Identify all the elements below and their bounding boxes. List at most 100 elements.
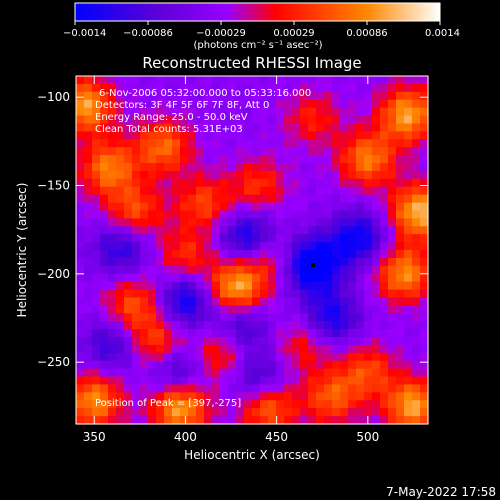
- heatmap-cell: [268, 210, 277, 219]
- heatmap-cell: [332, 257, 341, 267]
- heatmap-cell: [116, 83, 125, 93]
- heatmap-cell: [124, 234, 133, 243]
- heatmap-cell: [148, 83, 157, 93]
- heatmap-cell: [164, 163, 173, 172]
- heatmap-cell: [116, 147, 125, 156]
- heatmap-cell: [284, 170, 293, 180]
- heatmap-cell: [172, 226, 181, 235]
- heatmap-cell: [180, 250, 189, 259]
- heatmap-cell: [92, 329, 101, 338]
- heatmap-cell: [84, 178, 93, 188]
- heatmap-cell: [148, 210, 157, 219]
- heatmap-cell: [260, 139, 269, 148]
- heatmap-cell: [364, 337, 373, 346]
- heatmap-cell: [348, 329, 357, 338]
- heatmap-cell: [228, 194, 237, 204]
- heatmap-cell: [396, 250, 405, 259]
- heatmap-cell: [332, 250, 341, 259]
- heatmap-cell: [148, 250, 157, 259]
- heatmap-cell: [156, 392, 165, 401]
- heatmap-cell: [220, 400, 229, 409]
- heatmap-cell: [340, 281, 349, 291]
- heatmap-cell: [380, 305, 389, 314]
- heatmap-cell: [188, 234, 197, 243]
- heatmap-cell: [228, 376, 237, 386]
- heatmap-cell: [84, 313, 93, 322]
- heatmap-cell: [204, 242, 213, 251]
- heatmap-cell: [316, 265, 325, 275]
- heatmap-cell: [84, 186, 93, 196]
- heatmap-cell: [212, 218, 221, 227]
- heatmap-cell: [116, 281, 125, 291]
- heatmap-cell: [92, 321, 101, 330]
- heatmap-cell: [236, 321, 245, 330]
- heatmap-cell: [156, 202, 165, 212]
- heatmap-cell: [252, 250, 261, 259]
- heatmap-cell: [236, 257, 245, 267]
- heatmap-cell: [148, 416, 157, 425]
- heatmap-cell: [100, 210, 109, 219]
- heatmap-cell: [92, 297, 101, 306]
- heatmap-cell: [324, 305, 333, 314]
- heatmap-cell: [116, 131, 125, 140]
- heatmap-cell: [252, 107, 261, 117]
- heatmap-cell: [172, 163, 181, 172]
- heatmap-cell: [412, 155, 421, 164]
- heatmap-cell: [188, 99, 197, 109]
- heatmap-cell: [252, 76, 261, 85]
- chart-title: Reconstructed RHESSI Image: [142, 54, 361, 72]
- heatmap-cell: [188, 107, 197, 117]
- heatmap-cell: [132, 218, 141, 227]
- heatmap-cell: [196, 368, 205, 378]
- heatmap-cell: [148, 408, 157, 417]
- heatmap-cell: [252, 273, 261, 283]
- heatmap-cell: [76, 210, 85, 219]
- heatmap-cell: [132, 408, 141, 417]
- heatmap-cell: [108, 329, 117, 338]
- heatmap-cell: [276, 186, 285, 196]
- heatmap-cell: [332, 321, 341, 330]
- heatmap-cell: [332, 305, 341, 314]
- heatmap-cell: [404, 210, 413, 219]
- heatmap-cell: [212, 186, 221, 196]
- heatmap-cell: [148, 139, 157, 148]
- heatmap-cell: [388, 123, 397, 132]
- annotation-energy: Energy Range: 25.0 - 50.0 keV: [95, 112, 248, 123]
- heatmap-cell: [124, 313, 133, 322]
- heatmap-cell: [92, 305, 101, 314]
- heatmap-cell: [388, 273, 397, 283]
- heatmap-cell: [100, 234, 109, 243]
- heatmap-cell: [228, 234, 237, 243]
- heatmap-cell: [252, 202, 261, 212]
- heatmap-cell: [332, 344, 341, 354]
- heatmap-cell: [260, 368, 269, 378]
- heatmap-cell: [132, 297, 141, 306]
- heatmap-cell: [180, 242, 189, 251]
- heatmap-cell: [404, 281, 413, 291]
- heatmap-cell: [236, 178, 245, 188]
- heatmap-cell: [124, 107, 133, 117]
- heatmap-cell: [308, 313, 317, 322]
- heatmap-cell: [164, 91, 173, 101]
- heatmap-cell: [108, 360, 117, 370]
- heatmap-cell: [276, 83, 285, 93]
- heatmap-cell: [196, 202, 205, 212]
- heatmap-cell: [140, 344, 149, 354]
- heatmap-cell: [268, 218, 277, 227]
- heatmap-cell: [372, 91, 381, 101]
- heatmap-cell: [148, 131, 157, 140]
- heatmap-cell: [332, 178, 341, 188]
- heatmap-cell: [92, 257, 101, 267]
- heatmap-cell: [124, 273, 133, 283]
- heatmap-cell: [172, 305, 181, 314]
- heatmap-cell: [100, 344, 109, 354]
- heatmap-cell: [108, 155, 117, 164]
- heatmap-cell: [380, 147, 389, 156]
- heatmap-cell: [412, 210, 421, 219]
- heatmap-cell: [364, 131, 373, 140]
- heatmap-cell: [396, 273, 405, 283]
- heatmap-cell: [108, 107, 117, 117]
- heatmap-cell: [420, 139, 429, 148]
- heatmap-cell: [236, 91, 245, 101]
- heatmap-cell: [204, 178, 213, 188]
